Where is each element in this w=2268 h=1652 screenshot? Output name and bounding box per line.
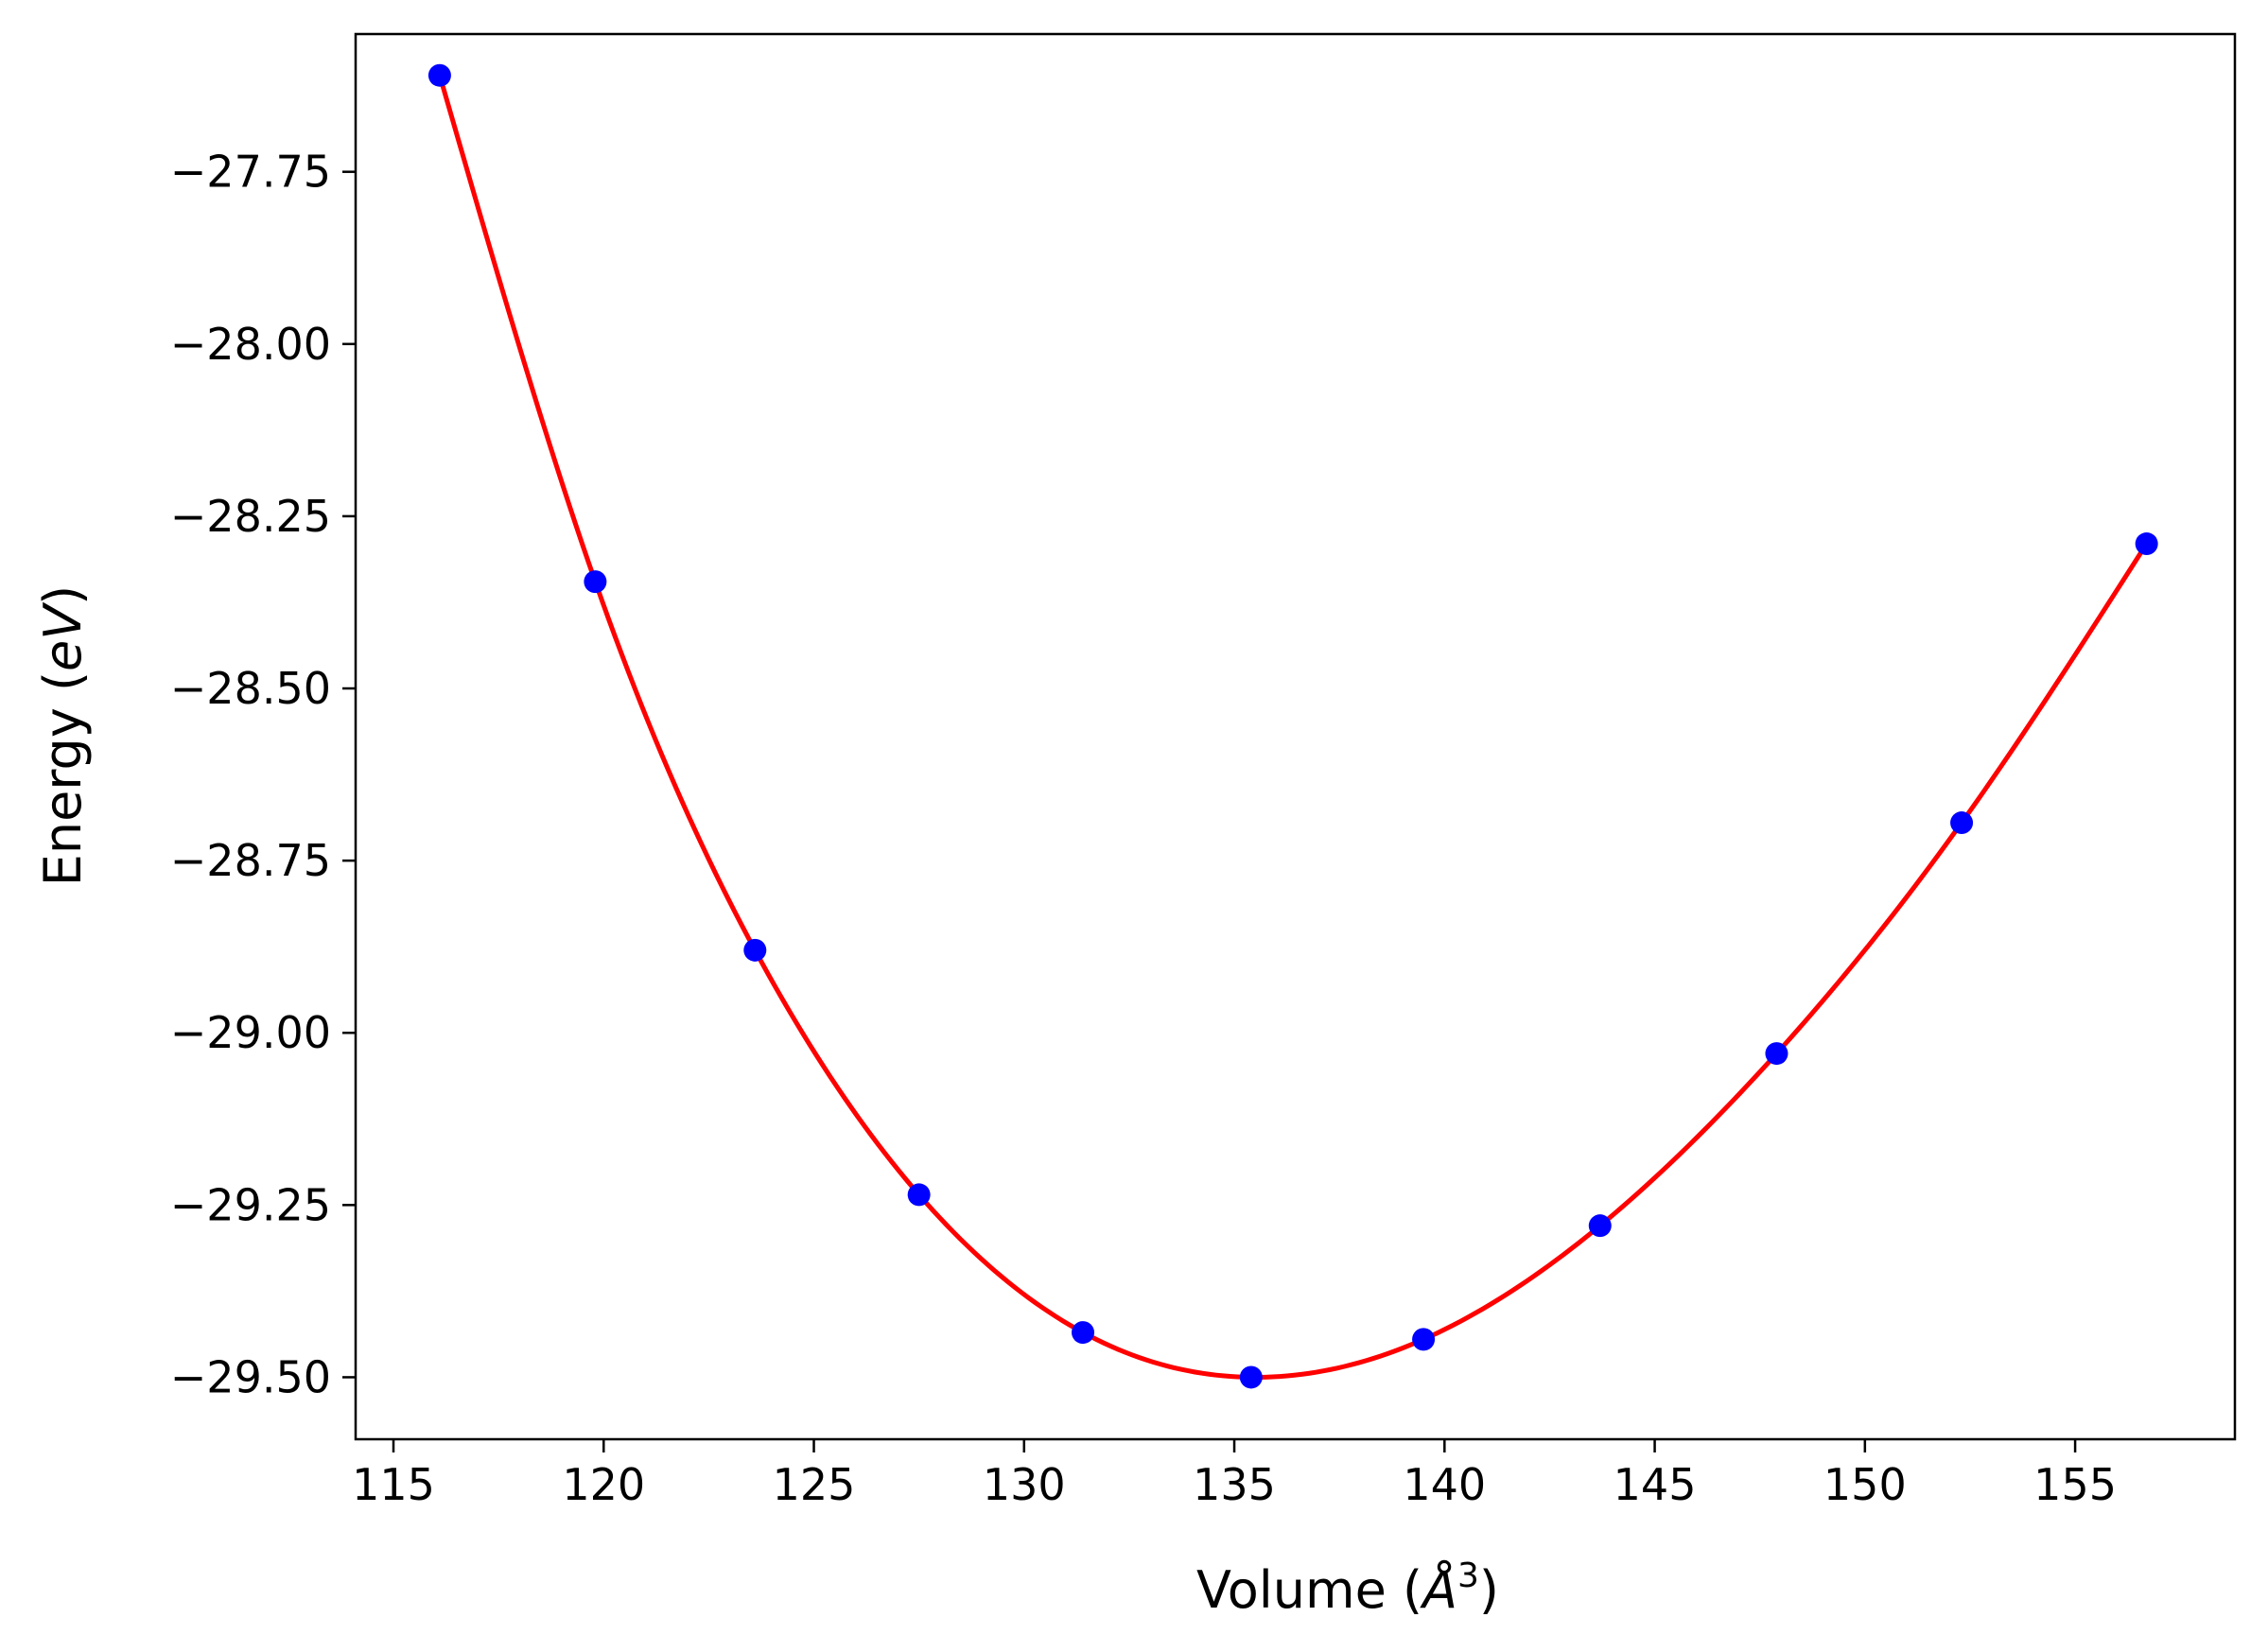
data-point [1765,1042,1788,1066]
data-point [1588,1214,1612,1238]
y-axis-label: Energy (eV) [33,585,93,887]
y-tick-label: −28.25 [170,491,331,542]
x-tick-label: 115 [352,1459,435,1510]
data-point [1950,811,1974,835]
x-tick-label: 135 [1193,1459,1276,1510]
data-point [584,570,607,594]
y-tick-label: −28.00 [170,319,331,370]
y-tick-label: −29.50 [170,1351,331,1402]
plot-area [427,63,2158,1389]
data-point [1072,1321,1095,1345]
x-tick-label: 125 [773,1459,856,1510]
x-tick-label: 130 [983,1459,1066,1510]
data-point [907,1183,931,1207]
x-tick-label: 150 [1823,1459,1907,1510]
data-point [1412,1328,1436,1351]
x-tick-label: 120 [562,1459,645,1510]
data-point [2135,532,2158,556]
x-axis-label: Volume (Å3) [1196,1556,1499,1620]
y-tick-label: −29.00 [170,1007,331,1058]
data-point [1239,1365,1263,1389]
y-tick-label: −28.50 [170,663,331,714]
x-tick-label: 145 [1614,1459,1697,1510]
axes: 115 120 125 130 135 140 145 150 155 −27.75 −28.00 −… [170,32,2237,1510]
axes-frame [354,32,2237,1441]
x-tick-label: 155 [2033,1459,2117,1510]
data-point [427,63,451,87]
x-tick-label: 140 [1403,1459,1486,1510]
data-point [743,938,767,962]
y-tick-label: −28.75 [170,835,331,886]
y-tick-label: −27.75 [170,147,331,198]
y-tick-label: −29.25 [170,1179,331,1230]
